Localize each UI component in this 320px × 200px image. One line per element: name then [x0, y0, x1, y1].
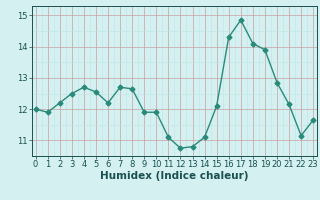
X-axis label: Humidex (Indice chaleur): Humidex (Indice chaleur) [100, 171, 249, 181]
